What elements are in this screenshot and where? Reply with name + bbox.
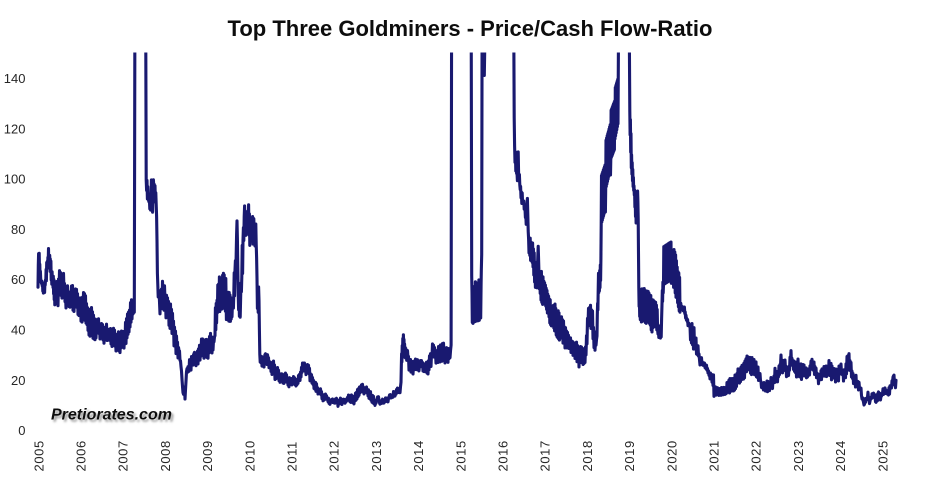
- svg-text:2017: 2017: [538, 440, 553, 471]
- svg-text:140: 140: [4, 71, 26, 86]
- svg-text:2022: 2022: [749, 440, 764, 471]
- svg-text:2020: 2020: [664, 440, 679, 471]
- svg-text:2013: 2013: [369, 440, 384, 471]
- svg-text:2008: 2008: [158, 440, 173, 471]
- svg-text:2009: 2009: [200, 440, 215, 471]
- svg-text:120: 120: [4, 121, 26, 136]
- svg-text:2015: 2015: [453, 440, 468, 471]
- svg-text:60: 60: [11, 272, 25, 287]
- svg-text:2024: 2024: [833, 440, 848, 471]
- svg-text:2011: 2011: [285, 441, 300, 471]
- svg-text:80: 80: [11, 222, 25, 237]
- svg-text:2007: 2007: [116, 440, 131, 471]
- svg-text:2006: 2006: [74, 440, 89, 471]
- svg-text:2012: 2012: [327, 440, 342, 471]
- svg-text:2021: 2021: [707, 440, 722, 471]
- svg-text:20: 20: [11, 373, 25, 388]
- svg-text:2018: 2018: [580, 440, 595, 471]
- svg-text:Pretiorates.com: Pretiorates.com: [51, 407, 172, 424]
- svg-text:2010: 2010: [242, 440, 257, 471]
- svg-text:2016: 2016: [496, 440, 511, 471]
- svg-text:Top Three Goldminers - Price/C: Top Three Goldminers - Price/Cash Flow-R…: [228, 16, 713, 41]
- svg-text:40: 40: [11, 323, 25, 338]
- svg-text:0: 0: [18, 423, 25, 438]
- svg-text:2023: 2023: [791, 440, 806, 471]
- svg-text:2019: 2019: [622, 440, 637, 471]
- svg-text:2014: 2014: [411, 440, 426, 471]
- svg-text:100: 100: [4, 172, 26, 187]
- svg-text:2025: 2025: [875, 440, 890, 471]
- svg-text:2005: 2005: [31, 440, 46, 471]
